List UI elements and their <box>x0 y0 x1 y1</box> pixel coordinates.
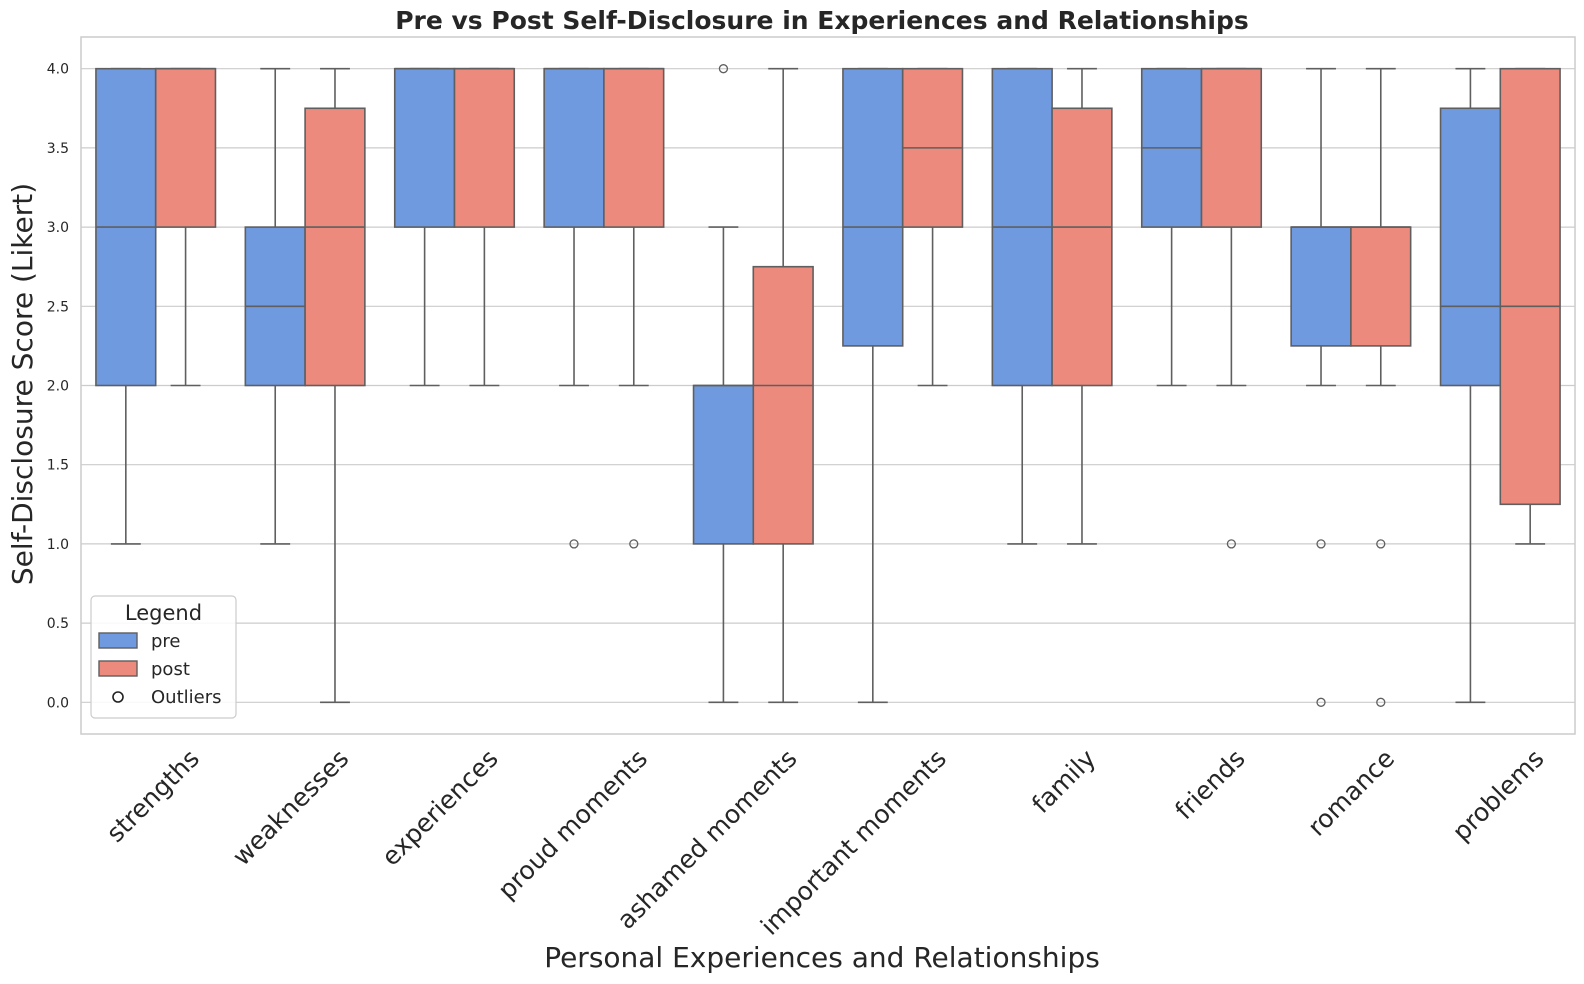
plot-area: 0.0 0.5 1.0 1.5 2.0 2.5 3.0 3.5 4.0 strengths weak… <box>47 36 1576 941</box>
box-iqr <box>692 384 755 545</box>
box-post-friends <box>1200 67 1263 549</box>
y-tick-label: 1.5 <box>47 458 69 474</box>
box-iqr <box>752 265 814 545</box>
y-tick-label: 2.0 <box>47 379 69 395</box>
box-pre-ashamed-moments <box>692 64 755 704</box>
box-post-important-moments <box>901 67 964 387</box>
y-axis-label: Self-Disclosure Score (Likert) <box>6 183 39 585</box>
box-pre-friends <box>1140 67 1203 387</box>
outlier-point <box>1316 697 1326 707</box>
y-tick-label: 3.0 <box>47 220 69 236</box>
x-tick-label: proud moments <box>492 744 653 905</box>
y-tick-label: 4.0 <box>47 62 69 78</box>
y-tick-label: 0.0 <box>47 695 69 711</box>
box-iqr <box>304 107 366 387</box>
x-tick-label: family <box>1026 744 1101 819</box>
outlier-point <box>569 539 579 549</box>
outlier-point <box>1376 539 1386 549</box>
box-post-family <box>1051 67 1113 545</box>
box-iqr <box>393 67 456 228</box>
legend-frame <box>90 595 237 719</box>
legend: Legend pre post Outliers <box>90 595 237 719</box>
x-tick-label: problems <box>1447 744 1550 847</box>
box-iqr <box>1290 226 1352 347</box>
y-tick-label: 1.0 <box>47 537 69 553</box>
chart-title: Pre vs Post Self-Disclosure in Experienc… <box>395 6 1249 35</box>
box-post-weaknesses <box>304 67 366 704</box>
box-pre-weaknesses <box>244 67 306 545</box>
y-tick-label: 3.5 <box>47 141 69 157</box>
x-tick-label: friends <box>1169 744 1250 825</box>
box-pre-problems <box>1439 67 1502 704</box>
box-pre-experiences <box>393 67 456 387</box>
outlier-point <box>1316 539 1326 549</box>
legend-swatch-pre <box>98 632 138 649</box>
box-iqr <box>453 67 516 228</box>
legend-label: post <box>151 659 190 680</box>
x-tick-label: strengths <box>101 744 205 848</box>
x-tick-label: romance <box>1302 744 1400 842</box>
box-post-problems <box>1499 67 1561 545</box>
box-iqr <box>1499 67 1561 506</box>
legend-marker-outliers <box>112 691 124 703</box>
box-pre-strengths <box>95 67 157 545</box>
legend-label: pre <box>151 631 181 652</box>
legend-title: Legend <box>125 601 202 625</box>
box-iqr <box>1051 107 1113 387</box>
box-iqr <box>1439 107 1502 387</box>
box-iqr <box>154 67 217 228</box>
box-post-romance <box>1350 67 1412 707</box>
box-iqr <box>543 67 605 228</box>
box-iqr <box>603 67 665 228</box>
outlier-point <box>1226 539 1237 549</box>
box-pre-romance <box>1290 67 1352 707</box>
legend-swatch-post <box>98 660 138 677</box>
x-tick-label: experiences <box>376 744 504 872</box>
box-iqr <box>1200 67 1263 228</box>
box-post-strengths <box>154 67 217 387</box>
box-post-proud-moments <box>603 67 665 549</box>
box-post-ashamed-moments <box>752 67 814 704</box>
box-iqr <box>1350 226 1412 347</box>
legend-label: Outliers <box>151 687 222 708</box>
y-tick-label: 2.5 <box>47 299 69 315</box>
outlier-point <box>1376 697 1386 707</box>
box-pre-important-moments <box>842 67 904 704</box>
box-post-experiences <box>453 67 516 387</box>
y-tick-label: 0.5 <box>47 616 69 632</box>
outlier-point <box>718 64 729 74</box>
outlier-point <box>629 539 639 549</box>
x-axis-label: Personal Experiences and Relationships <box>544 941 1100 974</box>
box-iqr <box>842 67 904 347</box>
x-tick-label: weaknesses <box>227 744 355 872</box>
